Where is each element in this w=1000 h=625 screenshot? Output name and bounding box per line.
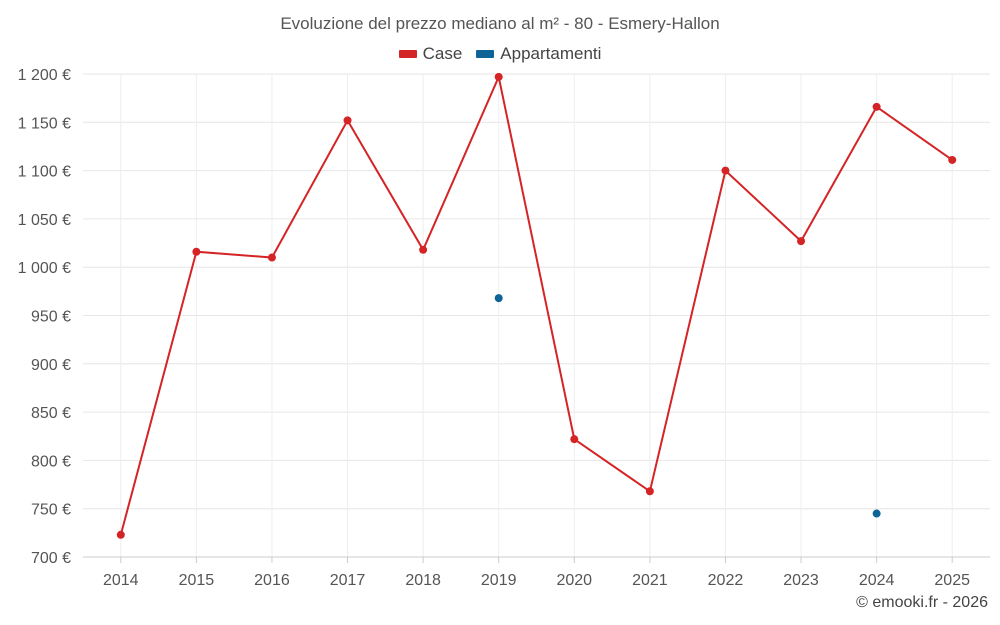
data-point-case-2018 (419, 245, 428, 254)
x-tick-label: 2025 (934, 572, 970, 589)
y-tick-label: 750 € (31, 502, 71, 519)
x-tick-label: 2016 (254, 572, 290, 589)
x-tick-label: 2020 (556, 572, 592, 589)
chart-title: Evoluzione del prezzo mediano al m² - 80… (280, 14, 720, 33)
data-point-appartamenti-2024 (872, 509, 881, 518)
data-point-case-2019 (494, 72, 503, 81)
x-tick-label: 2023 (783, 572, 819, 589)
y-tick-label: 800 € (31, 453, 71, 470)
x-tick-label: 2021 (632, 572, 668, 589)
legend-label-appartamenti: Appartamenti (500, 44, 602, 63)
x-tick-label: 2015 (179, 572, 215, 589)
x-tick-label: 2014 (103, 572, 139, 589)
y-tick-label: 850 € (31, 405, 71, 422)
legend: Case Appartamenti (0, 44, 1000, 64)
data-point-case-2023 (797, 237, 806, 246)
data-point-case-2014 (116, 530, 125, 539)
legend-item-case[interactable]: Case (398, 44, 463, 64)
data-point-case-2022 (721, 166, 730, 175)
legend-label-case: Case (422, 44, 463, 63)
y-tick-label: 1 100 € (18, 164, 71, 181)
y-tick-label: 700 € (31, 550, 71, 567)
data-point-appartamenti-2019 (494, 294, 503, 303)
data-point-case-2015 (192, 247, 201, 256)
x-tick-label: 2017 (330, 572, 366, 589)
y-tick-label: 1 000 € (18, 260, 71, 277)
x-tick-label: 2024 (859, 572, 895, 589)
data-point-case-2024 (872, 102, 881, 111)
legend-swatch-appartamenti (476, 50, 495, 58)
x-tick-label: 2019 (481, 572, 517, 589)
y-tick-label: 1 200 € (18, 67, 71, 84)
data-point-case-2025 (948, 155, 957, 164)
data-point-case-2020 (570, 435, 579, 444)
y-tick-label: 1 150 € (18, 115, 71, 132)
y-tick-label: 900 € (31, 357, 71, 374)
y-tick-label: 1 050 € (18, 212, 71, 229)
data-point-case-2016 (267, 253, 276, 262)
legend-item-appartamenti[interactable]: Appartamenti (476, 44, 601, 64)
x-tick-label: 2022 (708, 572, 744, 589)
y-tick-label: 950 € (31, 309, 71, 326)
credit-text: © emooki.fr - 2026 (856, 594, 988, 611)
legend-swatch-case (398, 50, 417, 58)
data-point-case-2017 (343, 116, 352, 125)
series-line-case (119, 73, 953, 536)
x-tick-label: 2018 (405, 572, 441, 589)
data-point-case-2021 (645, 487, 654, 496)
